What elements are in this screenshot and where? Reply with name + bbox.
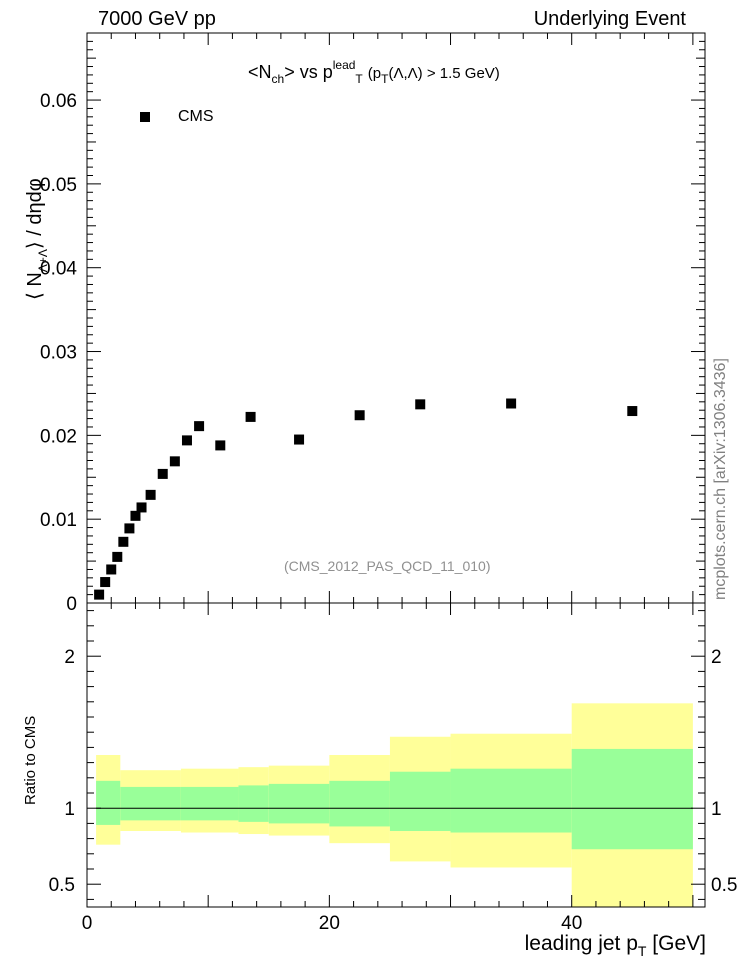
data-point <box>100 577 111 588</box>
data-point <box>94 589 105 600</box>
top-panel: 0 0.01 0.02 0.03 0.04 0.05 0.06 <box>40 32 706 615</box>
data-point <box>106 564 117 575</box>
y-tick-label: 0.06 <box>40 91 77 112</box>
x-tick-label: 40 <box>561 913 582 934</box>
title-part1-sub: ch <box>271 72 285 86</box>
data-point <box>354 410 365 421</box>
ratio-band-inner <box>329 780 390 827</box>
data-point <box>245 411 256 422</box>
data-point <box>124 523 135 534</box>
data-point <box>181 435 192 446</box>
y-tick-label: 0.05 <box>40 175 77 196</box>
y-tick-label: 0.03 <box>40 343 77 364</box>
data-point <box>136 502 147 513</box>
ratio-y-tick-label: 2 <box>64 647 75 668</box>
y-tick-label: 0.04 <box>40 259 77 280</box>
y-tick-label: 0.02 <box>40 426 77 447</box>
data-point <box>118 536 129 547</box>
data-point <box>415 399 426 410</box>
ratio-band-inner <box>571 748 693 850</box>
ratio-band-inner <box>238 785 269 822</box>
ratio-y-axis-label: Ratio to CMS <box>22 715 39 805</box>
data-point <box>169 456 180 467</box>
y-tick-label: 0 <box>66 594 77 615</box>
data-point <box>145 489 156 500</box>
x-tick-label: 20 <box>319 913 340 934</box>
ratio-y-tick-label: 0.5 <box>49 875 75 896</box>
data-point <box>157 468 168 479</box>
ylabel-pre: ⟨ N <box>24 272 46 300</box>
process-label: Underlying Event <box>533 8 686 30</box>
ratio-y-tick-label-right: 1 <box>711 799 722 820</box>
y-tick-label: 0.01 <box>40 510 77 531</box>
x-axis-label: leading jet pT [GeV] <box>525 932 706 959</box>
ratio-y-tick-label: 1 <box>64 799 75 820</box>
title-part3a: (p <box>367 65 382 82</box>
plot-title: <Nch> vs pleadT (pT(Λ,Λ) > 1.5 GeV) <box>248 58 500 86</box>
legend-entry-cms: CMS <box>178 108 214 125</box>
title-part3-sub: T <box>381 72 389 86</box>
energy-label: 7000 GeV pp <box>98 8 216 30</box>
x-tick-label: 0 <box>82 913 93 934</box>
title-part2-sub: T <box>355 72 363 86</box>
xlabel-sub: T <box>637 943 647 959</box>
ratio-y-tick-label-right: 0.5 <box>711 875 737 896</box>
ratio-panel: 0.5 0.5 1 1 2 2 <box>49 602 737 908</box>
watermark: mcplots.cern.ch [arXiv:1306.3436] <box>712 358 729 600</box>
ratio-band-inner <box>120 786 181 821</box>
title-part2: > vs p <box>284 62 333 82</box>
title-part3b: (Λ,Λ) > 1.5 GeV) <box>388 65 500 82</box>
data-point <box>112 551 123 562</box>
data-point <box>194 421 205 432</box>
xlabel-unit: [GeV] <box>646 932 706 955</box>
ratio-band-inner <box>450 768 572 833</box>
title-part1: <N <box>248 62 272 82</box>
data-point <box>506 398 517 409</box>
ratio-band-inner <box>180 786 239 821</box>
data-point <box>627 406 638 417</box>
legend-marker-cms <box>140 112 150 122</box>
title-part2-sup: lead <box>332 58 356 72</box>
ratio-band-inner <box>268 783 330 824</box>
data-point <box>294 434 305 445</box>
ratio-frame <box>86 602 706 908</box>
ratio-band-inner <box>96 780 121 825</box>
ratio-y-tick-label-right: 2 <box>711 647 722 668</box>
analysis-id: (CMS_2012_PAS_QCD_11_010) <box>284 558 491 574</box>
data-point <box>215 440 226 451</box>
xlabel-main: leading jet p <box>524 932 638 955</box>
ratio-band-inner <box>389 771 451 831</box>
ylabel-sub: Λ+Λ <box>36 249 50 273</box>
data-point <box>130 510 141 521</box>
ylabel-post: ⟩ / dηdφ <box>24 178 46 250</box>
y-axis-label: ⟨ NΛ+Λ⟩ / dηdφ <box>22 178 50 300</box>
